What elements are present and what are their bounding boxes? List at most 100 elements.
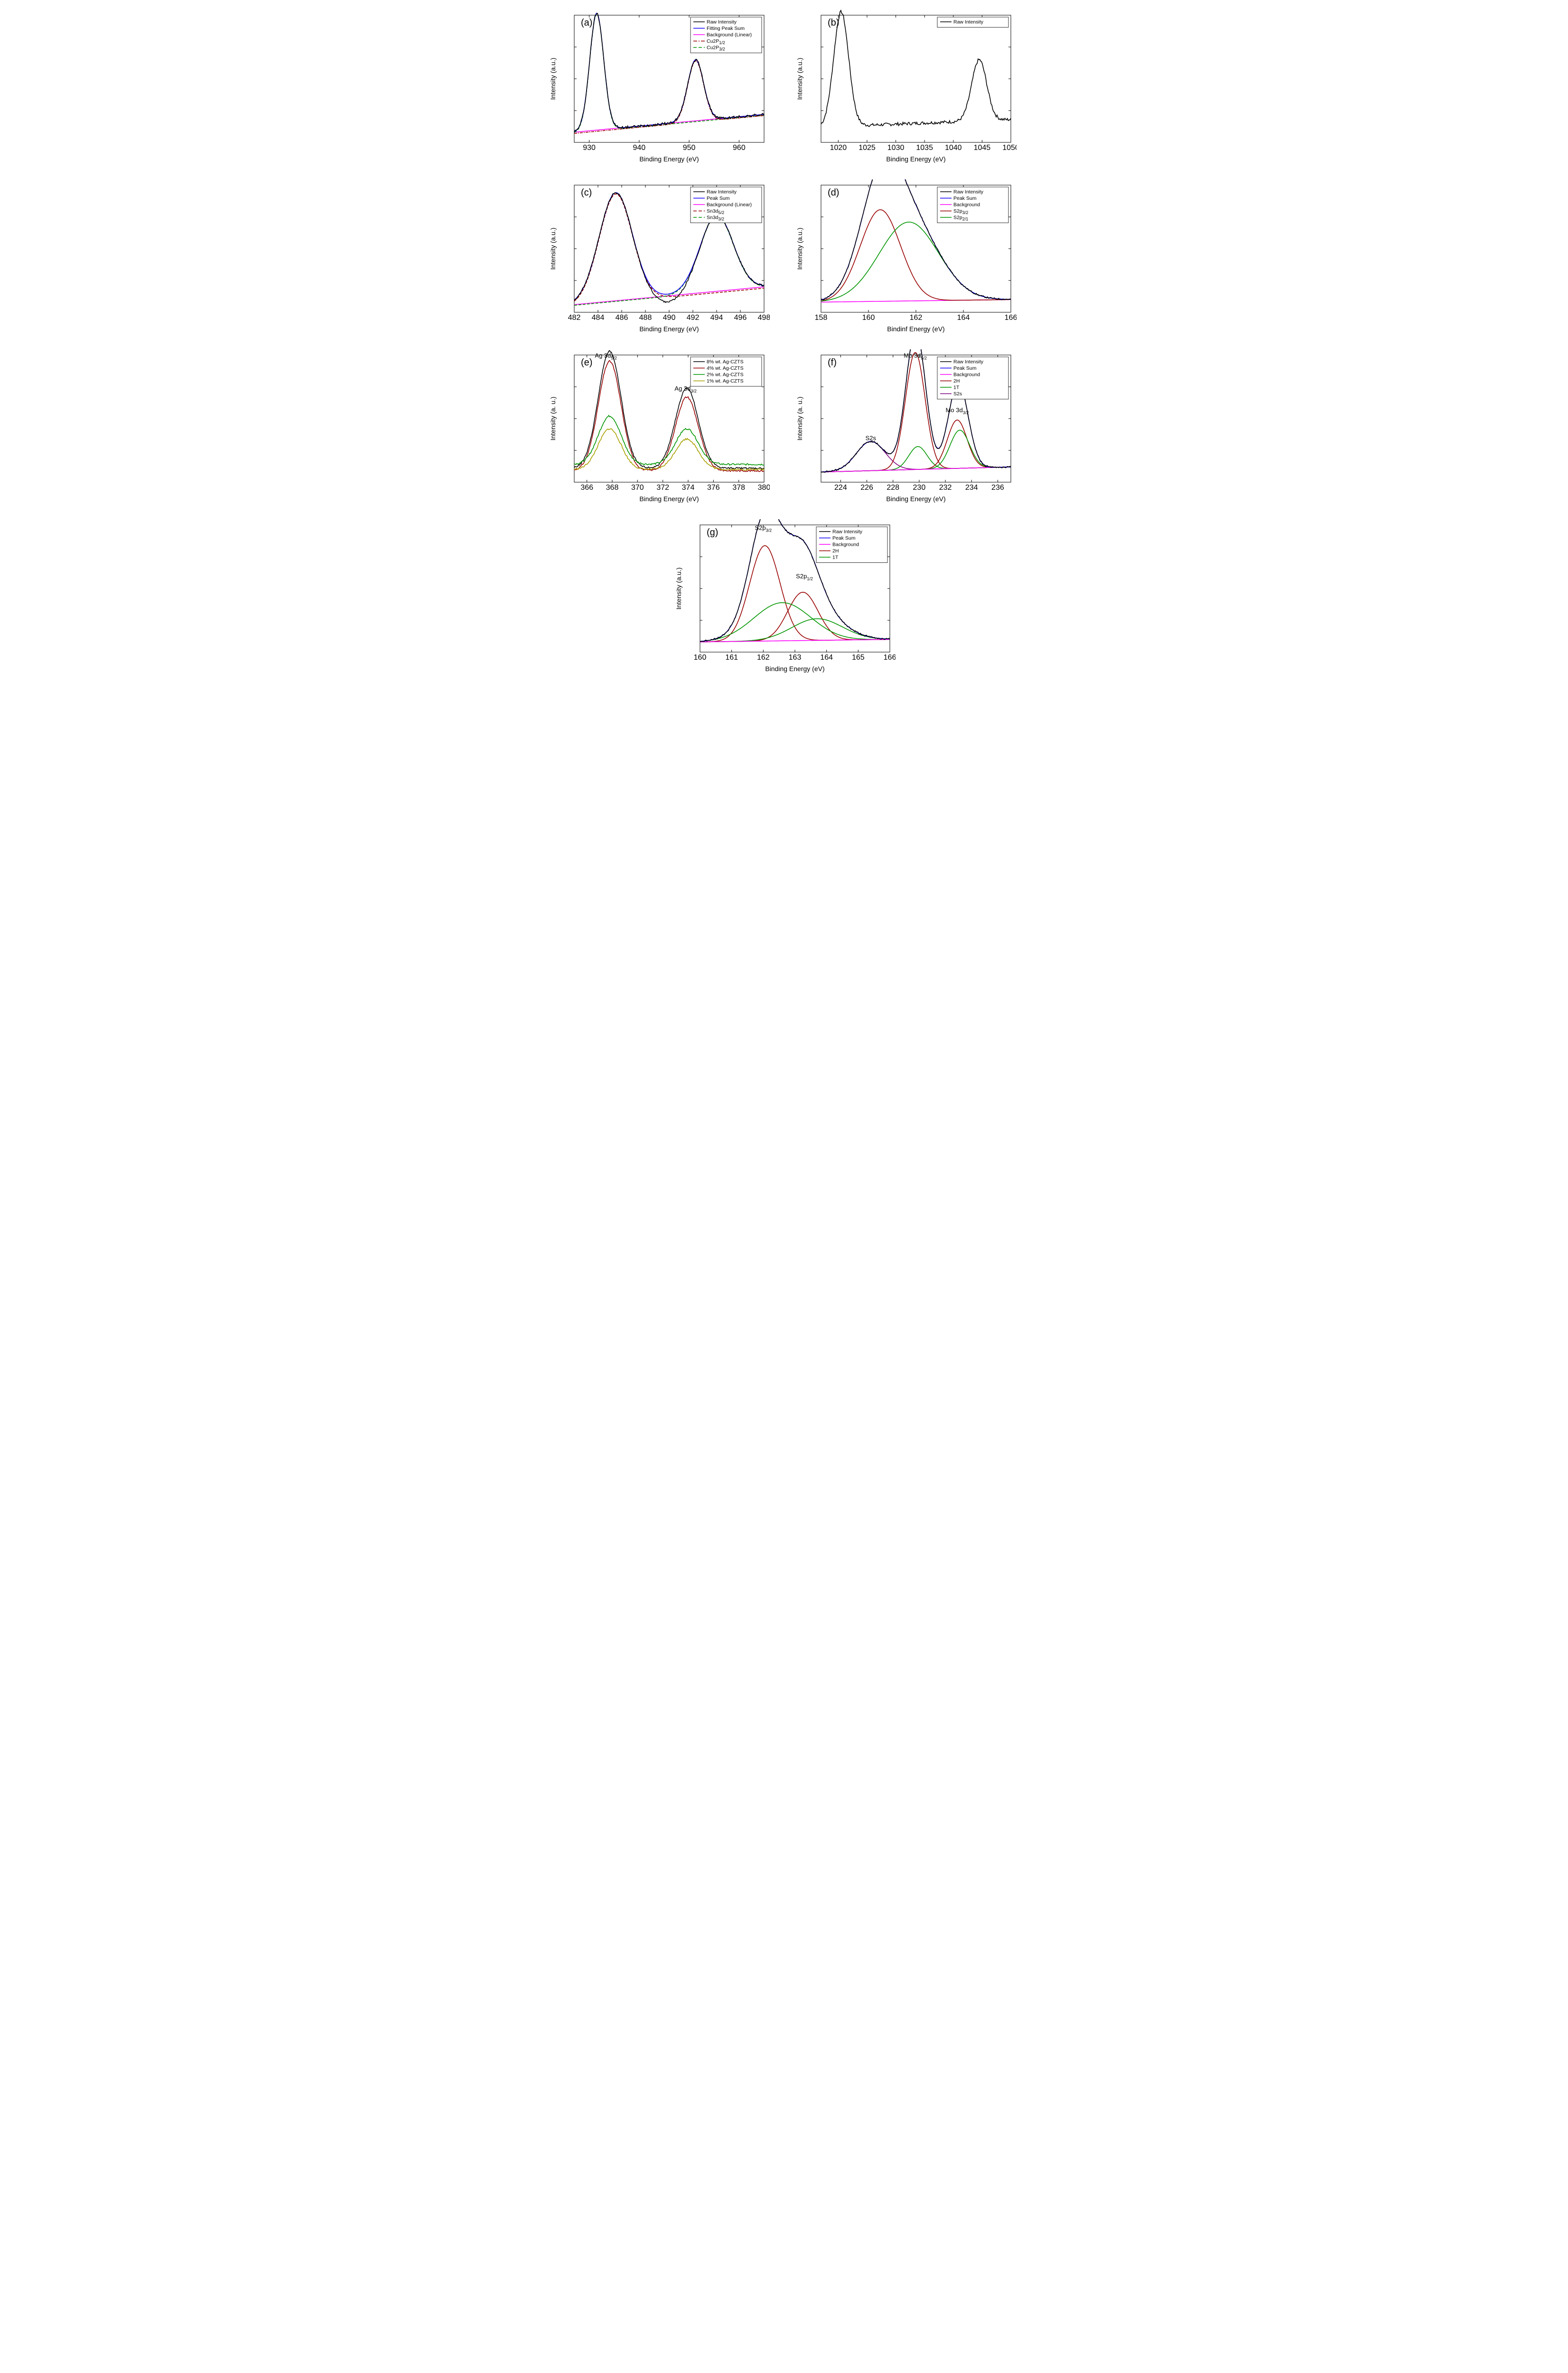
raw-curve [821,10,1011,127]
panel-container-d: 158160162164166Bindinf Energy (eV)Intens… [793,179,1021,336]
background-curve [821,467,1011,472]
legend-label: Peak Sum [707,196,730,201]
xtick-label: 1025 [859,144,876,152]
legend-label: 1T [832,555,839,561]
x-axis-label: Binding Energy (eV) [639,325,699,333]
panel-container-b: 1020102510301035104010451050Binding Ener… [793,9,1021,166]
xtick-label: 166 [1005,314,1017,322]
xtick-label: 160 [862,314,875,322]
panel-a: 930940950960Binding Energy (eV)Intensity… [547,9,770,166]
legend-label: Raw Intensity [953,189,984,195]
legend-label: 1% wt. Ag-CZTS [707,378,744,384]
legend-label: Peak Sum [953,365,977,371]
legend-label: Background [953,202,980,208]
xtick-label: 1030 [887,144,905,152]
x-axis-label: Binding Energy (eV) [886,155,945,163]
legend-label: Raw Intensity [953,19,984,25]
component-curve [700,603,890,642]
legend: 8% wt. Ag-CZTS4% wt. Ag-CZTS2% wt. Ag-CZ… [691,357,762,386]
y-axis-label: Intensity (a.u.) [549,58,557,100]
panel-g: 160161162163164165166Binding Energy (eV)… [672,519,896,676]
legend: Raw IntensityPeak SumBackground2H1TS2s [937,357,1008,399]
xtick-label: 492 [687,314,700,322]
xtick-label: 236 [991,484,1004,492]
panel-letter: (e) [581,357,592,368]
xtick-label: 158 [815,314,828,322]
x-axis-label: Binding Energy (eV) [765,665,824,673]
peak2-curve [574,61,764,134]
xtick-label: 484 [592,314,605,322]
peak-label: S2s [866,435,877,442]
panel-letter: (d) [828,187,839,198]
panel-d: 158160162164166Bindinf Energy (eV)Intens… [793,179,1017,336]
x-axis-label: Binding Energy (eV) [886,495,945,503]
panel-container-c: 482484486488490492494496498Binding Energ… [547,179,775,336]
xtick-label: 228 [887,484,899,492]
xtick-label: 940 [633,144,645,152]
xtick-label: 498 [758,314,770,322]
panel-f: 224226228230232234236Binding Energy (eV)… [793,349,1017,506]
peak-label: Ag 3d5/2 [595,352,617,360]
panel-letter: (f) [828,357,837,368]
xtick-label: 378 [732,484,745,492]
xtick-label: 950 [683,144,696,152]
legend: Raw Intensity [937,17,1008,28]
legend-label: Peak Sum [953,196,977,201]
xtick-label: 482 [568,314,581,322]
legend-label: Background (Linear) [707,32,752,38]
panel-letter: (g) [707,527,718,538]
panel-c: 482484486488490492494496498Binding Energ… [547,179,770,336]
y-axis-label: Intensity (a. u.) [549,397,557,441]
legend: Raw IntensityPeak SumBackgroundS2p3/2S2p… [937,187,1008,223]
panel-container-g: 160161162163164165166Binding Energy (eV)… [547,519,1021,676]
xtick-label: 376 [707,484,720,492]
panel-container-a: 930940950960Binding Energy (eV)Intensity… [547,9,775,166]
xtick-label: 370 [631,484,644,492]
peak-label: S2p1/2 [796,573,813,581]
xtick-label: 224 [834,484,847,492]
xtick-label: 165 [852,654,865,662]
y-axis-label: Intensity (a.u.) [549,228,557,270]
xtick-label: 368 [606,484,619,492]
xtick-label: 366 [580,484,593,492]
xtick-label: 496 [734,314,747,322]
legend-label: Fitting Peak Sum [707,26,745,31]
xtick-label: 1020 [830,144,847,152]
legend-label: 8% wt. Ag-CZTS [707,359,744,365]
panel-letter: (c) [581,187,592,198]
legend: Raw IntensityPeak SumBackground (Linear)… [691,187,762,223]
xtick-label: 230 [913,484,926,492]
xtick-label: 226 [860,484,873,492]
legend-label: 1T [953,385,960,391]
x-axis-label: Binding Energy (eV) [639,155,699,163]
xtick-label: 486 [616,314,628,322]
legend-label: Background [832,542,859,548]
y-axis-label: Intensity (a.u.) [675,568,682,610]
xtick-label: 490 [663,314,676,322]
peak-label: S2p3/2 [755,524,772,533]
xtick-label: 930 [583,144,596,152]
panel-letter: (b) [828,18,839,28]
xtick-label: 1045 [974,144,991,152]
xtick-label: 166 [884,654,896,662]
series-curve [574,415,764,465]
x-axis-label: Bindinf Energy (eV) [887,325,944,333]
xtick-label: 1040 [945,144,962,152]
x-axis-label: Binding Energy (eV) [639,495,699,503]
panel-b: 1020102510301035104010451050Binding Ener… [793,9,1017,166]
xtick-label: 163 [789,654,802,662]
xtick-label: 162 [757,654,770,662]
legend-label: Raw Intensity [953,359,984,365]
legend-label: Background [953,372,980,378]
xtick-label: 161 [725,654,738,662]
legend: Raw IntensityFitting Peak SumBackground … [691,17,762,53]
component-curve [821,447,1011,472]
peak-label: Mo 3d5/2 [904,352,927,360]
xtick-label: 1050 [1002,144,1017,152]
legend-label: 2% wt. Ag-CZTS [707,372,744,378]
legend-label: 4% wt. Ag-CZTS [707,365,744,371]
y-axis-label: Intensity (a. u.) [796,397,803,441]
legend-label: Raw Intensity [832,529,863,535]
xtick-label: 380 [758,484,770,492]
legend-label: 2H [953,378,960,384]
